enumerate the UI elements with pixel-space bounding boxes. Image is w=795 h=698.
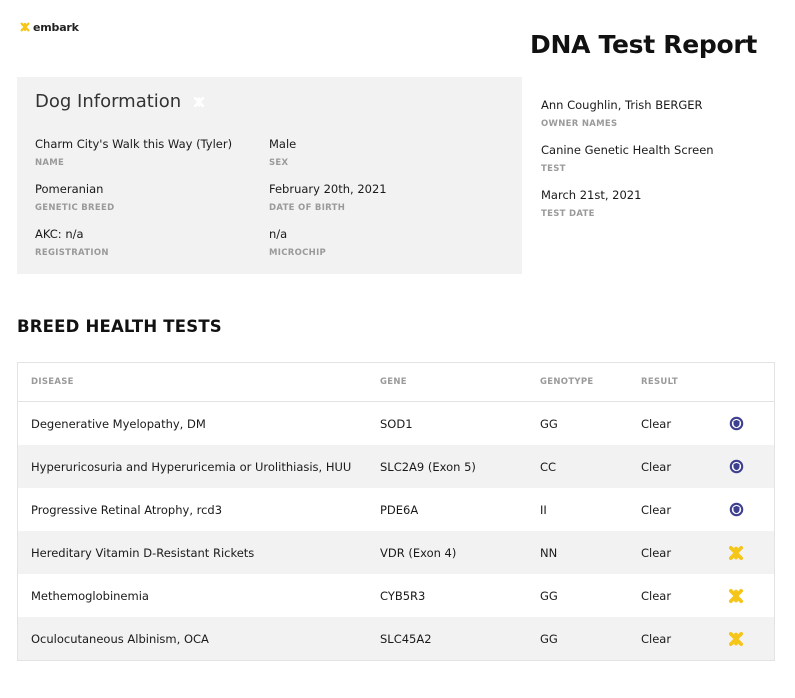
test-date-label: TEST DATE [541,209,595,219]
gene-cell: VDR (Exon 4) [380,545,457,560]
genotype-cell: NN [540,545,558,560]
table-header-row: DISEASE GENE GENOTYPE RESULT [18,363,774,402]
owner-names-value: Ann Coughlin, Trish BERGER [541,98,703,112]
dob-field: February 20th, 2021 DATE OF BIRTH [269,182,509,213]
table-row: Degenerative Myelopathy, DM SOD1 GG Clear [18,402,774,445]
registration-field: AKC: n/a REGISTRATION [35,227,275,258]
sex-field: Male SEX [269,137,509,168]
shield-icon [724,455,748,479]
header-result: RESULT [641,377,678,387]
gene-cell: SLC2A9 (Exon 5) [380,459,476,474]
disease-cell: Progressive Retinal Atrophy, rcd3 [31,502,223,517]
table-row: Progressive Retinal Atrophy, rcd3 PDE6A II… [18,488,774,531]
genotype-cell: GG [540,588,558,603]
result-cell: Clear [641,631,672,646]
table-row: Hyperuricosuria and Hyperuricemia or Uro… [18,445,774,488]
registration-value: AKC: n/a [35,227,84,241]
breed-health-title: BREED HEALTH TESTS [17,317,222,336]
table-row: Hereditary Vitamin D-Resistant Rickets VD… [18,531,774,574]
embark-star-icon [724,627,748,651]
disease-cell: Hyperuricosuria and Hyperuricemia or Uro… [31,459,352,474]
dog-name-value: Charm City's Walk this Way (Tyler) [35,137,233,151]
header-gene: GENE [380,377,407,387]
gene-cell: SLC45A2 [380,631,432,646]
microchip-label: MICROCHIP [269,248,327,258]
breed-value: Pomeranian [35,182,104,196]
genotype-cell: CC [540,459,557,474]
result-cell: Clear [641,588,672,603]
test-date-field: March 21st, 2021 TEST DATE [541,188,641,219]
dog-name-field: Charm City's Walk this Way (Tyler) NAME [35,137,275,168]
gene-cell: CYB5R3 [380,588,426,603]
table-row: Oculocutaneous Albinism, OCA SLC45A2 GG Cle… [18,617,774,660]
result-cell: Clear [641,502,672,517]
shield-icon [724,412,748,436]
disease-cell: Methemoglobinemia [31,588,149,603]
result-cell: Clear [641,459,672,474]
embark-logo: embark [18,20,79,34]
embark-star-icon [194,96,205,107]
result-cell: Clear [641,545,672,560]
shield-icon [724,498,748,522]
genotype-cell: GG [540,631,558,646]
owner-names-label: OWNER NAMES [541,119,618,129]
disease-cell: Oculocutaneous Albinism, OCA [31,631,209,646]
genotype-cell: II [540,502,547,517]
dog-information-panel: Dog Information Charm City's Walk this W… [17,77,522,274]
genotype-cell: GG [540,416,558,431]
test-value: Canine Genetic Health Screen [541,143,714,157]
test-field: Canine Genetic Health Screen TEST [541,143,714,174]
dob-value: February 20th, 2021 [269,182,387,196]
header-genotype: GENOTYPE [540,377,594,387]
breed-health-table: DISEASE GENE GENOTYPE RESULT Degenerativ… [17,362,775,661]
test-label: TEST [541,164,566,174]
owner-names-field: Ann Coughlin, Trish BERGER OWNER NAMES [541,98,703,129]
disease-cell: Hereditary Vitamin D-Resistant Rickets [31,545,255,560]
registration-label: REGISTRATION [35,248,109,258]
dog-information-title: Dog Information [35,91,207,112]
breed-field: Pomeranian GENETIC BREED [35,182,275,213]
logo-text: embark [33,20,79,34]
test-date-value: March 21st, 2021 [541,188,642,202]
sex-value: Male [269,137,297,151]
dob-label: DATE OF BIRTH [269,203,346,213]
panel-title-text: Dog Information [35,91,182,112]
report-title: DNA Test Report [530,30,758,59]
breed-label: GENETIC BREED [35,203,115,213]
dog-name-label: NAME [35,158,65,168]
microchip-field: n/a MICROCHIP [269,227,509,258]
embark-star-icon [20,22,30,32]
embark-star-icon [724,584,748,608]
result-cell: Clear [641,416,672,431]
header-disease: DISEASE [31,377,74,387]
sex-label: SEX [269,158,289,168]
microchip-value: n/a [269,227,288,241]
disease-cell: Degenerative Myelopathy, DM [31,416,206,431]
embark-star-icon [724,541,748,565]
gene-cell: PDE6A [380,502,419,517]
table-row: Methemoglobinemia CYB5R3 GG Clear [18,574,774,617]
gene-cell: SOD1 [380,416,413,431]
table-body: Degenerative Myelopathy, DM SOD1 GG Clear Hy… [18,402,774,660]
